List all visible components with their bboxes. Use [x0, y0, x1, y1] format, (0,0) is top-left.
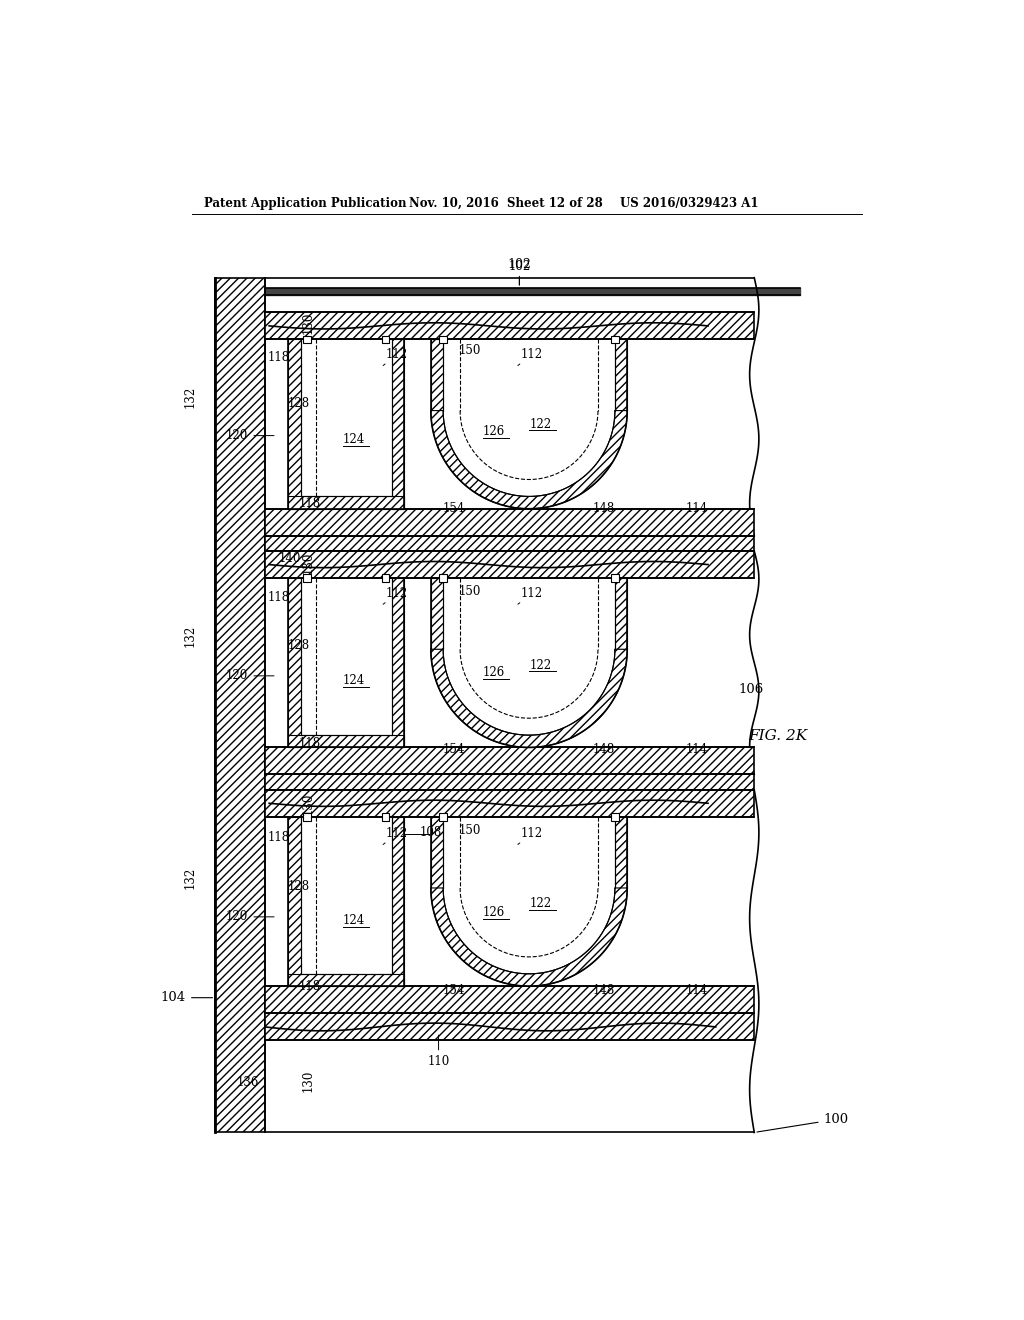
Text: 126: 126 [483, 425, 505, 438]
Text: 112: 112 [518, 587, 543, 605]
Text: 124: 124 [343, 915, 365, 927]
Text: 118: 118 [267, 351, 290, 363]
Text: 118: 118 [298, 496, 321, 510]
Text: 150: 150 [458, 585, 480, 598]
Bar [439, 813, 447, 821]
Text: 102: 102 [508, 260, 530, 285]
Bar [289, 578, 301, 747]
Bar [289, 496, 403, 508]
Text: 112: 112 [518, 348, 543, 366]
Text: 118: 118 [298, 979, 321, 993]
Text: 150: 150 [458, 345, 480, 358]
Bar [611, 335, 618, 343]
Bar [382, 335, 389, 343]
Text: 154: 154 [442, 502, 465, 515]
Text: 112: 112 [383, 828, 408, 845]
Text: FIG. 2K: FIG. 2K [748, 729, 807, 743]
Text: US 2016/0329423 A1: US 2016/0329423 A1 [620, 197, 758, 210]
Text: 118: 118 [267, 832, 290, 843]
Text: 114: 114 [685, 743, 708, 756]
Bar [265, 552, 755, 578]
Text: 106: 106 [739, 684, 764, 696]
Text: Patent Application Publication: Patent Application Publication [204, 197, 407, 210]
Bar [611, 574, 618, 582]
Text: 120: 120 [226, 669, 274, 682]
Bar [289, 817, 301, 986]
Text: 148: 148 [593, 502, 615, 515]
Bar [431, 817, 443, 888]
Text: 110: 110 [427, 1035, 450, 1068]
Text: 114: 114 [685, 502, 708, 515]
Text: 114: 114 [685, 983, 708, 997]
Text: 132: 132 [184, 867, 197, 890]
Text: 126: 126 [483, 667, 505, 680]
Bar [289, 735, 403, 747]
Text: 128: 128 [288, 879, 309, 892]
Text: 154: 154 [442, 983, 465, 997]
Text: 130: 130 [301, 1069, 314, 1092]
Text: 112: 112 [383, 587, 408, 605]
Bar [614, 339, 628, 411]
Text: 130: 130 [301, 312, 314, 334]
Bar [303, 574, 310, 582]
Bar [265, 986, 755, 1014]
Text: 112: 112 [383, 348, 408, 366]
Bar [265, 313, 755, 339]
Text: 118: 118 [298, 737, 321, 750]
Text: 128: 128 [288, 397, 309, 409]
Text: 148: 148 [593, 983, 615, 997]
Bar [382, 574, 389, 582]
Bar [614, 578, 628, 649]
Text: 120: 120 [226, 911, 274, 924]
Bar [391, 339, 403, 508]
Bar [289, 974, 403, 986]
Text: 118: 118 [267, 591, 290, 603]
Bar [611, 813, 618, 821]
Polygon shape [431, 649, 628, 747]
Text: 148: 148 [593, 743, 615, 756]
Text: 122: 122 [529, 659, 551, 672]
Text: 122: 122 [529, 898, 551, 911]
Text: 124: 124 [343, 433, 365, 446]
Bar [303, 813, 310, 821]
Text: 150: 150 [458, 824, 480, 837]
Bar [431, 578, 443, 649]
Text: 140: 140 [279, 552, 301, 565]
Text: 126: 126 [483, 907, 505, 920]
Text: 130: 130 [301, 552, 314, 574]
Text: 120: 120 [226, 429, 274, 442]
Bar [265, 536, 755, 552]
Bar [431, 339, 443, 411]
Text: 102: 102 [508, 257, 531, 285]
Text: 122: 122 [529, 417, 551, 430]
Bar [391, 817, 403, 986]
Text: 154: 154 [442, 743, 465, 756]
Text: 104: 104 [161, 991, 213, 1005]
Bar [439, 335, 447, 343]
Bar [614, 817, 628, 888]
Text: 124: 124 [343, 675, 365, 686]
Bar [382, 813, 389, 821]
Bar [391, 578, 403, 747]
Bar [265, 508, 755, 536]
Text: 108: 108 [420, 825, 442, 838]
Text: 136: 136 [237, 1076, 259, 1089]
Bar [215, 277, 265, 1133]
Bar [265, 775, 755, 789]
Text: 132: 132 [184, 624, 197, 647]
Bar [439, 574, 447, 582]
Polygon shape [431, 411, 628, 508]
Text: 100: 100 [757, 1113, 849, 1133]
Text: Nov. 10, 2016  Sheet 12 of 28: Nov. 10, 2016 Sheet 12 of 28 [410, 197, 603, 210]
Text: 112: 112 [518, 828, 543, 845]
Bar [265, 1014, 755, 1040]
Bar [265, 747, 755, 775]
Polygon shape [431, 888, 628, 986]
Text: 132: 132 [184, 385, 197, 408]
Bar [303, 335, 310, 343]
Text: 128: 128 [288, 639, 309, 652]
Bar [265, 789, 755, 817]
Bar [289, 339, 301, 508]
Text: 130: 130 [301, 792, 314, 814]
